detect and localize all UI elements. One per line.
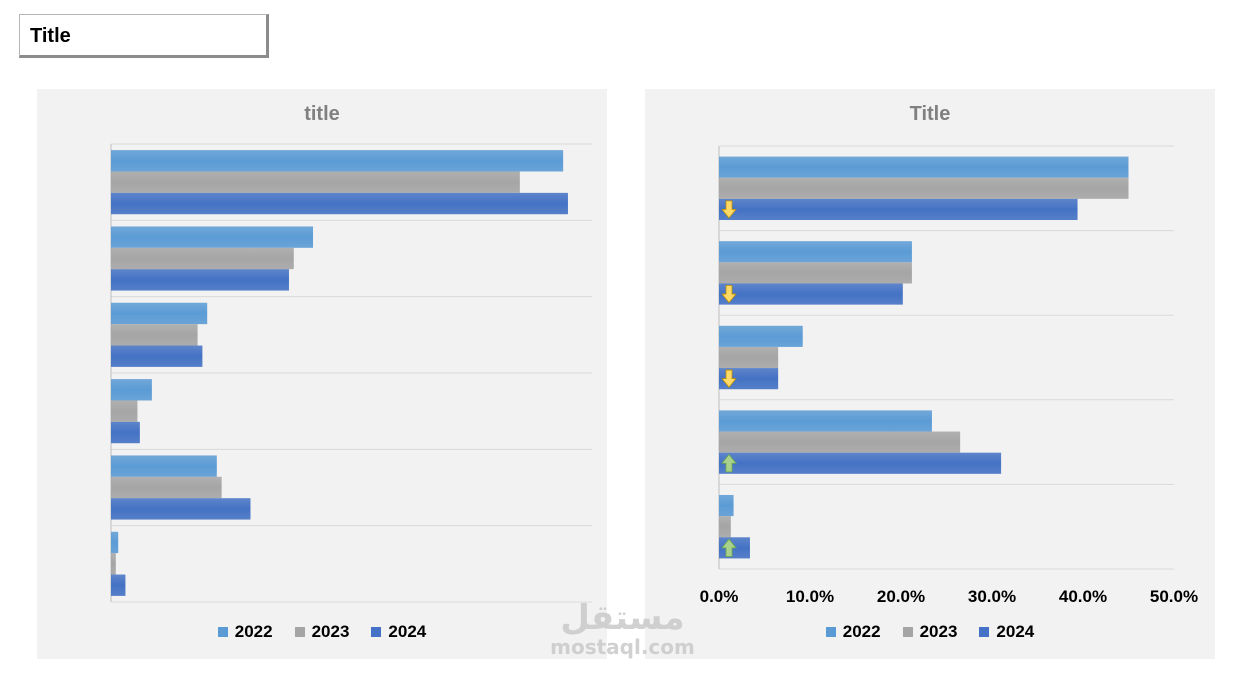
bar-2022 [719, 410, 932, 432]
arrow-down-icon [721, 369, 737, 388]
bar-2023 [111, 400, 138, 422]
legend-label-2022: 2022 [842, 622, 881, 641]
legend-swatch-2022 [825, 627, 836, 637]
bar-2022 [719, 494, 734, 517]
bar-2023 [719, 516, 731, 538]
bar-2023 [719, 177, 1129, 199]
watermark-latin: mostaql.com [550, 635, 695, 659]
legend-swatch-2024 [371, 627, 382, 637]
bar-2024 [719, 198, 1078, 221]
bar-2024 [719, 452, 1002, 474]
legend-label-2022: 2022 [234, 622, 273, 641]
bar-2023 [111, 171, 520, 193]
x-tick-label: 50.0% [1150, 587, 1198, 606]
bar-2023 [111, 324, 198, 346]
bar-2024 [111, 345, 203, 367]
chart-right-area: Title 0.0% 10.0% 20.0% 30.0% 40.0% 50.0% 2022… [645, 89, 1215, 659]
title-box[interactable]: Title [19, 14, 269, 58]
legend-item-2022: 2022 [217, 622, 273, 642]
bar-2022 [719, 325, 803, 347]
bar-2024 [111, 574, 126, 596]
legend-item-2022: 2022 [825, 622, 881, 642]
watermark-arabic: مستقل [560, 598, 685, 638]
bar-2023 [719, 262, 912, 284]
legend-label-2024: 2024 [388, 622, 427, 641]
legend-label-2024: 2024 [996, 622, 1035, 641]
chart-left-legend: 2022 2023 2024 [37, 622, 607, 642]
x-tick-label: 10.0% [786, 587, 834, 606]
bar-2024 [719, 283, 903, 305]
bar-2022 [111, 379, 152, 401]
chart-right-plot: 0.0% 10.0% 20.0% 30.0% 40.0% 50.0% [700, 145, 1198, 606]
legend-label-2023: 2023 [919, 622, 958, 641]
legend-label-2023: 2023 [311, 622, 350, 641]
chart-left-plot [110, 143, 592, 603]
x-tick-label: 0.0% [700, 587, 739, 606]
bar-2022 [111, 531, 119, 554]
bar-2022 [111, 455, 217, 477]
legend-item-2024: 2024 [979, 622, 1034, 642]
legend-swatch-2023 [902, 627, 913, 637]
chart-right-title: Title [909, 103, 951, 125]
arrow-up-icon [721, 454, 737, 473]
bar-2022 [719, 241, 912, 263]
legend-swatch-2024 [979, 627, 990, 637]
bar-2023 [111, 553, 116, 575]
x-tick-label: 30.0% [968, 587, 1016, 606]
legend-item-2023: 2023 [294, 622, 350, 642]
bar-2022 [111, 150, 564, 172]
chart-left-area: title 2022 2023 2024 [37, 89, 607, 659]
bar-2023 [719, 431, 961, 453]
bar-2022 [719, 156, 1129, 178]
arrow-down-icon [721, 285, 737, 304]
watermark: مستقل mostaql.com [545, 600, 700, 658]
bar-2024 [111, 269, 289, 291]
legend-item-2024: 2024 [371, 622, 426, 642]
arrow-down-icon [721, 200, 737, 219]
bar-2023 [719, 346, 779, 369]
bar-2023 [111, 476, 222, 499]
bar-2022 [111, 226, 314, 248]
bar-2024 [719, 368, 779, 390]
legend-swatch-2022 [217, 627, 228, 637]
arrow-up-icon [721, 538, 737, 557]
bar-2024 [111, 498, 251, 520]
legend-swatch-2023 [294, 627, 305, 637]
chart-right-legend: 2022 2023 2024 [645, 622, 1215, 642]
bar-2023 [111, 247, 294, 270]
chart-left-title: title [304, 103, 340, 125]
bar-2024 [111, 421, 140, 444]
bar-2024 [111, 192, 568, 215]
bar-2022 [111, 302, 208, 325]
x-tick-label: 40.0% [1059, 587, 1107, 606]
x-tick-label: 20.0% [877, 587, 925, 606]
legend-item-2023: 2023 [902, 622, 958, 642]
